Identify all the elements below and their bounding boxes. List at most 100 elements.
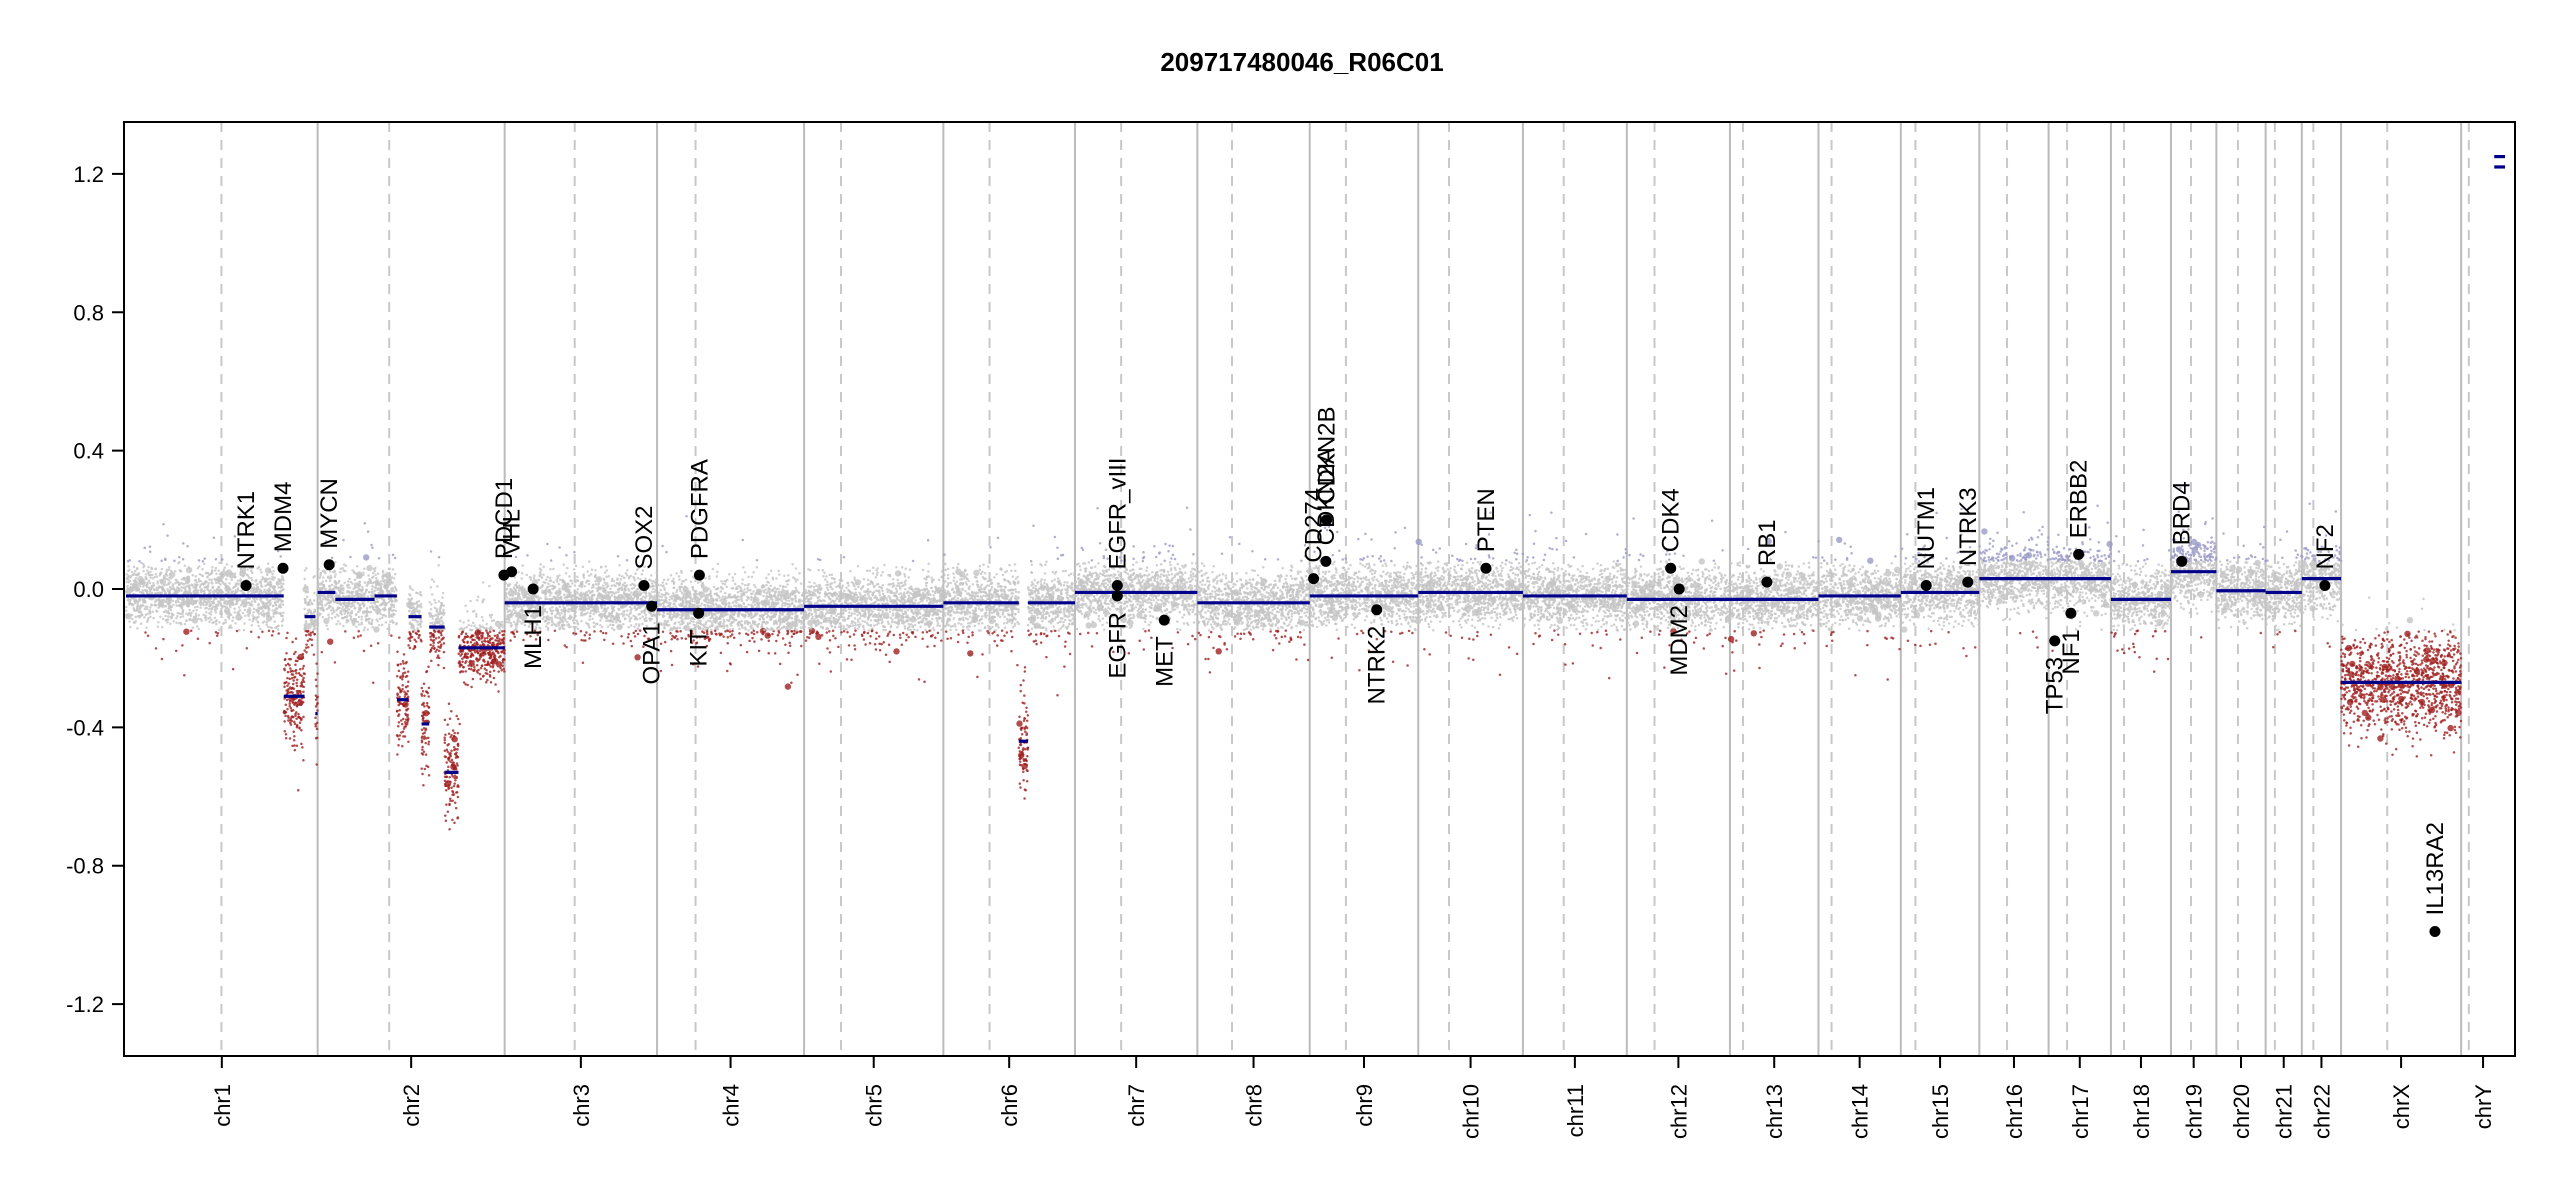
probe-point xyxy=(465,660,468,663)
probe-point xyxy=(539,567,542,570)
probe-point xyxy=(430,603,433,606)
probe-point xyxy=(421,773,424,776)
probe-point xyxy=(182,599,185,602)
probe-point xyxy=(588,583,591,586)
probe-point xyxy=(370,601,373,604)
probe-point xyxy=(381,624,384,627)
probe-point xyxy=(306,595,309,598)
probe-point xyxy=(178,588,181,591)
probe-point xyxy=(602,632,605,635)
probe-point xyxy=(428,706,431,709)
probe-point xyxy=(794,599,797,602)
probe-point xyxy=(463,641,466,644)
probe-point xyxy=(164,573,167,576)
probe-point xyxy=(395,589,398,592)
probe-point xyxy=(433,629,436,632)
probe-point xyxy=(458,635,461,638)
probe-point xyxy=(513,629,516,632)
probe-point xyxy=(493,677,496,680)
probe-point xyxy=(297,656,300,659)
probe-point xyxy=(468,668,471,671)
probe-point xyxy=(314,633,317,636)
probe-point xyxy=(331,584,334,587)
probe-point xyxy=(372,572,375,575)
probe-point xyxy=(363,603,366,606)
probe-point xyxy=(257,636,260,639)
probe-point xyxy=(288,682,291,685)
probe-point xyxy=(225,578,228,581)
probe-point xyxy=(464,605,467,608)
probe-point xyxy=(489,657,492,660)
probe-point xyxy=(476,644,479,647)
probe-point xyxy=(482,658,485,661)
probe-point xyxy=(606,597,609,600)
probe-point xyxy=(172,585,175,588)
probe-point xyxy=(339,592,342,595)
probe-point xyxy=(607,594,610,597)
probe-point xyxy=(421,703,424,706)
probe-point xyxy=(629,584,632,587)
probe-point xyxy=(142,566,145,569)
probe-point xyxy=(133,608,136,611)
probe-point xyxy=(305,622,308,625)
probe-point xyxy=(623,577,626,580)
probe-point xyxy=(617,591,620,594)
probe-point xyxy=(143,616,146,619)
probe-point xyxy=(643,610,646,613)
probe-point xyxy=(304,586,307,589)
probe-point xyxy=(215,589,218,592)
probe-point xyxy=(482,675,485,678)
probe-point xyxy=(371,547,374,550)
probe-point xyxy=(515,605,518,608)
probe-point xyxy=(443,642,446,645)
probe-point xyxy=(288,664,291,667)
probe-point xyxy=(371,588,374,591)
probe-point xyxy=(319,600,322,603)
probe-point xyxy=(139,581,142,584)
probe-point xyxy=(573,551,576,554)
probe-point xyxy=(473,639,476,642)
probe-point xyxy=(291,641,294,644)
probe-point xyxy=(127,565,130,568)
probe-point xyxy=(498,642,501,645)
probe-point xyxy=(169,586,172,589)
probe-point xyxy=(310,611,313,614)
probe-point xyxy=(585,591,588,594)
probe-point xyxy=(407,681,410,684)
probe-point xyxy=(444,719,447,722)
probe-point xyxy=(452,791,455,794)
probe-point xyxy=(188,584,191,587)
probe-point xyxy=(280,606,283,609)
probe-point xyxy=(565,572,568,575)
probe-point xyxy=(617,588,620,591)
probe-point xyxy=(434,650,437,653)
probe-point xyxy=(431,647,434,650)
probe-point xyxy=(655,597,658,600)
probe-point xyxy=(568,626,571,629)
probe-point xyxy=(272,630,275,633)
probe-point xyxy=(437,564,440,567)
probe-point xyxy=(551,621,554,624)
probe-point xyxy=(139,585,142,588)
probe-point xyxy=(427,743,430,746)
probe-point xyxy=(327,595,330,598)
probe-point xyxy=(362,572,365,575)
probe-point xyxy=(655,615,658,618)
probe-point xyxy=(251,624,254,627)
probe-point xyxy=(592,593,595,596)
probe-point xyxy=(455,752,458,755)
probe-point xyxy=(450,787,453,790)
probe-point xyxy=(226,569,232,575)
probe-point xyxy=(303,649,306,652)
probe-point xyxy=(255,579,258,582)
probe-point xyxy=(251,579,254,582)
probe-point xyxy=(294,670,297,673)
probe-point xyxy=(629,620,632,623)
probe-point xyxy=(295,718,298,721)
probe-point xyxy=(275,612,278,615)
probe-point xyxy=(454,779,457,782)
probe-point xyxy=(643,618,646,621)
probe-point xyxy=(455,756,458,759)
probe-point xyxy=(375,577,378,580)
probe-point xyxy=(612,624,615,627)
